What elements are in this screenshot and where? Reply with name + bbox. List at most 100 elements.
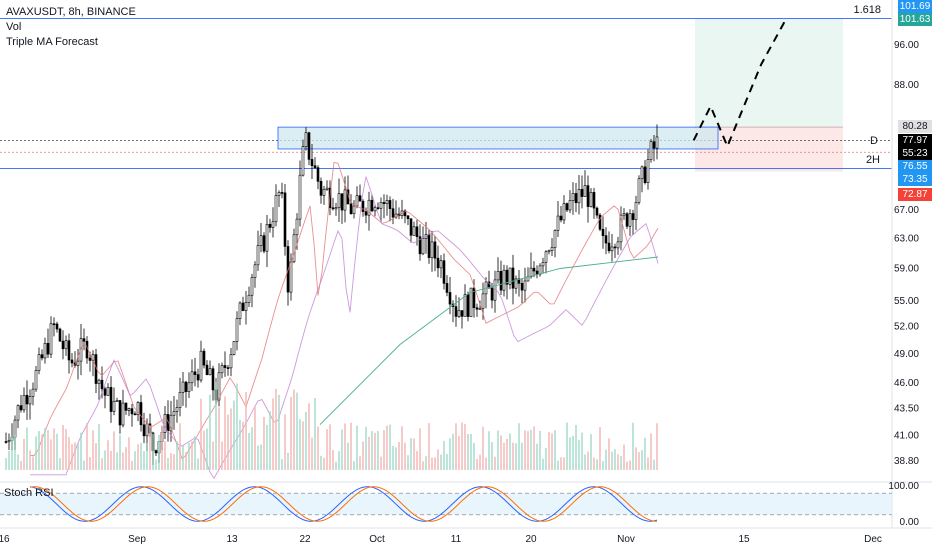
candle-body <box>127 408 131 411</box>
volume-bar <box>95 443 97 470</box>
volume-bar <box>467 433 469 470</box>
volume-bar <box>200 398 202 470</box>
candle-body <box>274 195 278 223</box>
candle-body <box>649 141 653 160</box>
volume-bar <box>623 444 625 470</box>
candle-body <box>202 350 206 366</box>
candle-body <box>325 187 329 190</box>
candle-body <box>385 200 389 204</box>
volume-bar <box>71 444 73 470</box>
x-tick-label: Dec <box>864 534 882 545</box>
volume-bar <box>521 442 523 470</box>
volume-bar <box>8 450 10 470</box>
volume-bar <box>614 449 616 470</box>
candle-body <box>409 218 413 236</box>
volume-bar <box>404 442 406 470</box>
volume-bar <box>134 451 136 470</box>
stoch-band <box>0 493 892 515</box>
candle-body <box>232 341 236 355</box>
candle-body <box>439 260 443 269</box>
volume-bar <box>23 438 25 470</box>
candle-body <box>61 340 65 350</box>
candle-body <box>307 132 311 160</box>
volume-bar <box>167 457 169 470</box>
volume-bar <box>497 430 499 470</box>
candle-body <box>154 450 158 454</box>
volume-bar <box>323 457 325 470</box>
candle-body <box>142 424 146 437</box>
volume-bar <box>341 429 343 470</box>
candle-body <box>631 213 635 220</box>
volume-bar <box>221 441 223 470</box>
volume-bar <box>125 447 127 470</box>
candle-body <box>304 132 308 147</box>
2h-label: 2H <box>865 154 880 166</box>
volume-bar <box>158 434 160 470</box>
volume-bar <box>320 455 322 470</box>
y-tick-label: 88.00 <box>894 80 919 91</box>
candle-body <box>238 302 242 319</box>
candle-body <box>544 251 548 263</box>
ma-purple-line <box>30 176 659 480</box>
volume-bar <box>152 433 154 470</box>
candle-body <box>520 283 524 291</box>
volume-bar <box>611 451 613 470</box>
volume-bar <box>140 442 142 470</box>
candle-body <box>535 270 539 275</box>
candle-body <box>124 402 128 411</box>
volume-bar <box>227 414 229 470</box>
volume-bar <box>512 442 514 470</box>
price-tag: 55:23 <box>898 147 932 160</box>
candle-body <box>637 178 641 203</box>
volume-bar <box>461 422 463 470</box>
volume-bar <box>530 430 532 470</box>
x-tick-label: 20 <box>525 534 537 545</box>
volume-bar <box>515 443 517 470</box>
volume-bar <box>413 438 415 470</box>
volume-bar <box>620 455 622 470</box>
candle-body <box>481 293 485 309</box>
candle-body <box>655 136 659 149</box>
candle-body <box>187 382 191 392</box>
volume-bar <box>356 425 358 470</box>
candle-body <box>634 202 638 220</box>
candle-body <box>289 261 293 293</box>
volume-bar <box>359 456 361 470</box>
volume-bar <box>194 436 196 470</box>
stoch-rsi-label[interactable]: Stoch RSI <box>4 487 54 499</box>
candle-body <box>340 193 344 211</box>
candle-body <box>646 159 650 184</box>
x-tick-label: Oct <box>369 534 385 545</box>
volume-bar <box>233 400 235 470</box>
volume-bar <box>86 423 88 470</box>
volume-bar <box>248 432 250 470</box>
volume-bar <box>269 411 271 470</box>
volume-bar <box>191 441 193 470</box>
candle-body <box>460 310 464 317</box>
candle-body <box>343 189 347 211</box>
candle-body <box>568 200 572 211</box>
candle-body <box>223 365 227 368</box>
resistance-zone <box>277 126 719 150</box>
candle-body <box>406 215 410 219</box>
candle-body <box>31 388 35 397</box>
candle-body <box>316 167 320 182</box>
volume-bar <box>107 440 109 470</box>
volume-bar <box>518 423 520 470</box>
candle-body <box>436 257 440 269</box>
candle-body <box>331 207 335 210</box>
volume-bar <box>506 438 508 470</box>
vol-indicator-label[interactable]: Vol <box>6 21 22 33</box>
triple-ma-label[interactable]: Triple MA Forecast <box>6 36 98 48</box>
candle-body <box>550 247 554 252</box>
candle-body <box>181 381 185 393</box>
candle-body <box>82 338 86 342</box>
volume-bar <box>155 459 157 470</box>
volume-bar <box>368 436 370 470</box>
volume-bar <box>470 434 472 470</box>
volume-bar <box>257 445 259 470</box>
candle-body <box>46 342 50 355</box>
candle-body <box>70 359 74 364</box>
candle-body <box>622 213 626 216</box>
